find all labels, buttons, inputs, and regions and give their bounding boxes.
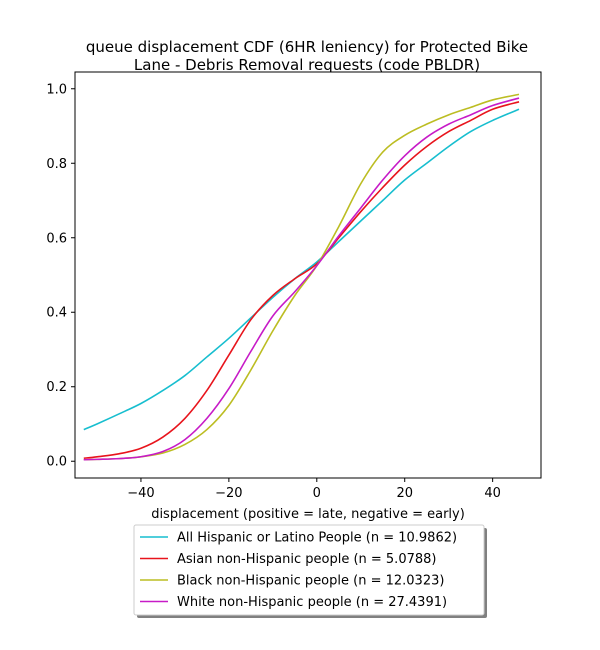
x-tick-label: −40: [127, 486, 154, 501]
chart-title-line-1: queue displacement CDF (6HR leniency) fo…: [86, 38, 528, 56]
legend-label-2: Black non-Hispanic people (n = 12.0323): [177, 574, 444, 589]
legend-box: [133, 524, 485, 616]
y-axis: 0.0 0.2 0.4 0.6 0.8 1.0: [46, 82, 75, 470]
x-tick-label: 20: [396, 486, 413, 501]
x-axis-label: displacement (positive = late, negative …: [151, 507, 465, 522]
chart-title-line-2: Lane - Debris Removal requests (code PBL…: [134, 56, 480, 74]
y-tick-label: 0.4: [46, 306, 67, 321]
x-tick-label: −20: [215, 486, 242, 501]
y-tick-label: 0.2: [46, 380, 67, 395]
legend-label-1: Asian non-Hispanic people (n = 5.0788): [177, 552, 436, 567]
x-axis: −40 −20 0 20 40: [127, 478, 501, 501]
legend-label-0: All Hispanic or Latino People (n = 10.98…: [177, 531, 457, 546]
plot-area: [75, 72, 541, 478]
legend: All Hispanic or Latino People (n = 10.98…: [133, 524, 487, 618]
series-layer: [83, 93, 520, 461]
series-line-1: [83, 101, 520, 460]
x-tick-label: 0: [313, 486, 321, 501]
legend-label-3: White non-Hispanic people (n = 27.4391): [177, 595, 447, 610]
y-tick-label: 0.8: [46, 157, 67, 172]
axes-frame: [74, 71, 542, 479]
x-tick-label: 40: [484, 486, 501, 501]
series-line-3: [83, 97, 520, 461]
y-tick-label: 0.6: [46, 231, 67, 246]
y-tick-label: 0.0: [46, 455, 67, 470]
y-tick-label: 1.0: [46, 82, 67, 97]
legend-items: All Hispanic or Latino People (n = 10.98…: [140, 531, 457, 610]
